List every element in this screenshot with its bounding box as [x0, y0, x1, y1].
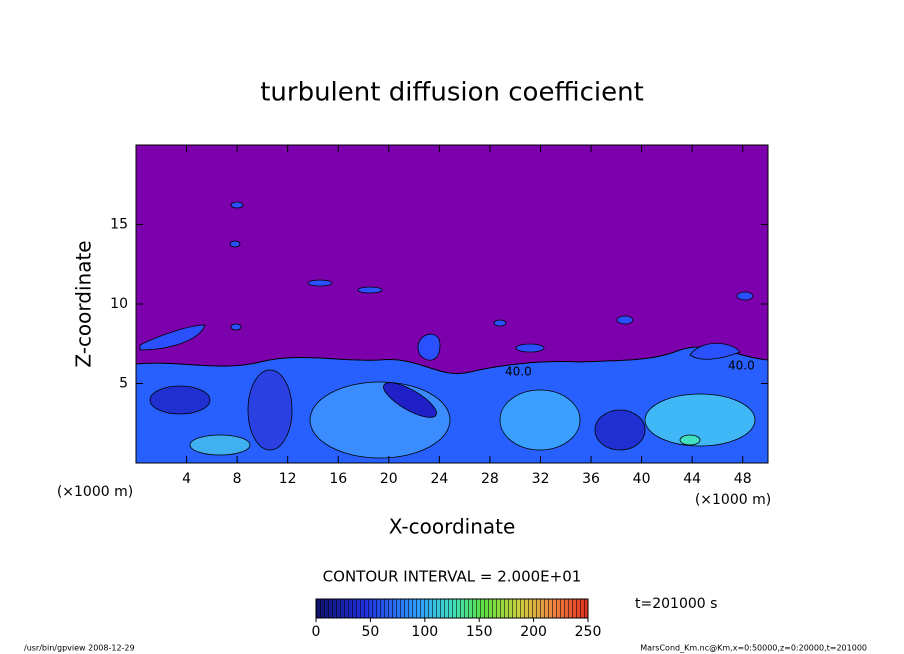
footer-left: /usr/bin/gpview 2008-12-29: [24, 644, 135, 653]
eddy: [309, 381, 451, 459]
colorbar-frame: [315, 598, 589, 619]
colorbar-tick-label: 200: [520, 624, 547, 640]
time-label: t=201000 s: [635, 596, 717, 612]
eddy: [679, 434, 701, 446]
blob: [493, 319, 507, 327]
x-unit-label: (×1000 m): [695, 492, 771, 508]
eddy: [644, 393, 756, 447]
colorbar-tick-label: 100: [411, 624, 438, 640]
x-tick-label: 4: [182, 471, 191, 487]
eddy: [594, 409, 646, 451]
contour-label: 40.0: [728, 359, 755, 373]
y-axis-title: Z-coordinate: [72, 240, 96, 367]
x-tick-label: 16: [329, 471, 347, 487]
x-tick-label: 40: [633, 471, 651, 487]
plume: [139, 324, 206, 351]
eddy: [383, 382, 437, 418]
x-tick-label: 12: [279, 471, 297, 487]
x-tick-label: 28: [481, 471, 499, 487]
eddy: [499, 389, 581, 451]
field: [136, 145, 768, 463]
x-axis-title: X-coordinate: [389, 515, 516, 539]
colorbar-tick-label: 150: [466, 624, 493, 640]
plume: [417, 333, 441, 361]
x-tick-label: 36: [582, 471, 600, 487]
eddy: [189, 434, 251, 456]
x-tick-label: 44: [683, 471, 701, 487]
chart-title: turbulent diffusion coefficient: [260, 78, 644, 108]
x-tick-label: 8: [233, 471, 242, 487]
x-tick-label: 20: [380, 471, 398, 487]
plume: [689, 342, 741, 360]
eddy: [149, 385, 211, 415]
blob: [616, 315, 634, 325]
blob: [229, 240, 241, 248]
blob: [357, 286, 383, 294]
y-tick-label: 15: [110, 217, 128, 233]
footer-right: MarsCond_Km.nc@Km,x=0:50000,z=0:20000,t=…: [640, 644, 867, 653]
colorbar-tick-label: 250: [575, 624, 602, 640]
eddy: [247, 369, 293, 451]
x-tick-label: 48: [734, 471, 752, 487]
x-tick-label: 24: [430, 471, 448, 487]
blob: [230, 323, 242, 331]
contour-label: 40.0: [505, 365, 532, 379]
blob: [736, 291, 754, 301]
y-tick-label: 10: [110, 296, 128, 312]
y-tick-label: 5: [119, 376, 128, 392]
blob: [307, 279, 333, 287]
x-unit-label: (×1000 m): [57, 484, 133, 500]
contour-interval: CONTOUR INTERVAL = 2.000E+01: [323, 568, 582, 586]
blob: [230, 201, 244, 209]
blob: [515, 343, 545, 353]
colorbar-tick-label: 0: [312, 624, 321, 640]
colorbar-tick-label: 50: [361, 624, 379, 640]
x-tick-label: 32: [532, 471, 550, 487]
